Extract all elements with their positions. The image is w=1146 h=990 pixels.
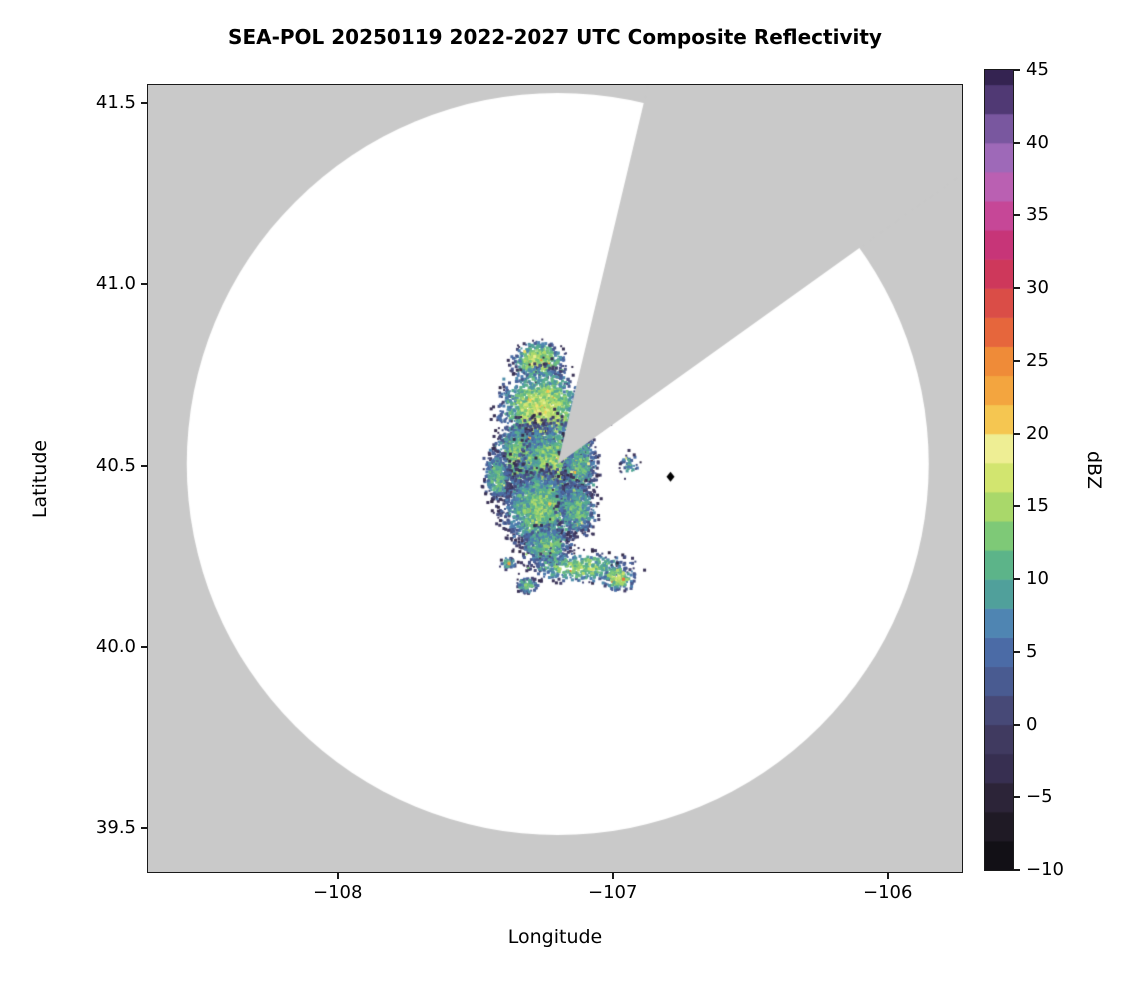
colorbar-tick-label: −10 (1026, 859, 1064, 880)
x-tick-label: −108 (313, 882, 363, 903)
colorbar-tick-label: −5 (1026, 786, 1053, 808)
y-tick-mark (141, 283, 147, 286)
colorbar-tick-label: 35 (1026, 204, 1049, 226)
colorbar-tick-mark (1014, 141, 1020, 144)
colorbar-tick-label: 5 (1026, 640, 1038, 662)
y-tick-label: 39.5 (95, 817, 136, 839)
colorbar-tick-label: 0 (1026, 713, 1038, 735)
colorbar-tick-label: 15 (1026, 495, 1049, 517)
colorbar-tick-mark (1014, 650, 1020, 653)
colorbar-tick-mark (1014, 869, 1020, 871)
colorbar-tick-label: 25 (1026, 349, 1049, 371)
colorbar-tick-mark (1014, 432, 1020, 435)
colorbar-tick-mark (1014, 505, 1020, 508)
x-tick-mark (336, 873, 339, 879)
y-axis-label: Latitude (29, 439, 52, 518)
colorbar-tick-mark (1014, 796, 1020, 799)
y-tick-mark (141, 464, 147, 467)
chart-title: SEA-POL 20250119 2022-2027 UTC Composite… (228, 25, 882, 49)
y-tick-mark (141, 102, 147, 105)
y-tick-label: 41.0 (95, 273, 136, 295)
y-tick-label: 41.5 (95, 92, 136, 114)
x-tick-label: −107 (588, 882, 638, 903)
y-tick-label: 40.0 (95, 636, 136, 658)
y-axis-label-container: Latitude (22, 85, 58, 872)
y-tick-mark (141, 646, 147, 649)
colorbar-label: dBZ (1083, 450, 1105, 490)
x-axis-label: Longitude (507, 926, 603, 948)
colorbar-tick-mark (1014, 214, 1020, 217)
colorbar-tick-mark (1014, 359, 1020, 362)
colorbar-tick-label: 40 (1026, 131, 1049, 153)
y-tick-label: 40.5 (95, 454, 136, 476)
colorbar-tick-label: 45 (1026, 59, 1049, 80)
colorbar-tick-mark (1014, 723, 1020, 726)
colorbar-tick-label: 20 (1026, 422, 1049, 444)
y-tick-mark (141, 827, 147, 830)
colorbar-tick-mark (1014, 287, 1020, 290)
colorbar (984, 69, 1014, 871)
colorbar-tick-mark (1014, 578, 1020, 581)
radar-plot-area (147, 84, 963, 873)
colorbar-label-container: dBZ (1072, 70, 1116, 870)
colorbar-tick-label: 10 (1026, 568, 1049, 590)
colorbar-tick-mark (1014, 69, 1020, 71)
x-tick-mark (886, 873, 889, 879)
x-tick-mark (611, 873, 614, 879)
colorbar-tick-label: 30 (1026, 277, 1049, 299)
x-tick-label: −106 (863, 882, 913, 903)
